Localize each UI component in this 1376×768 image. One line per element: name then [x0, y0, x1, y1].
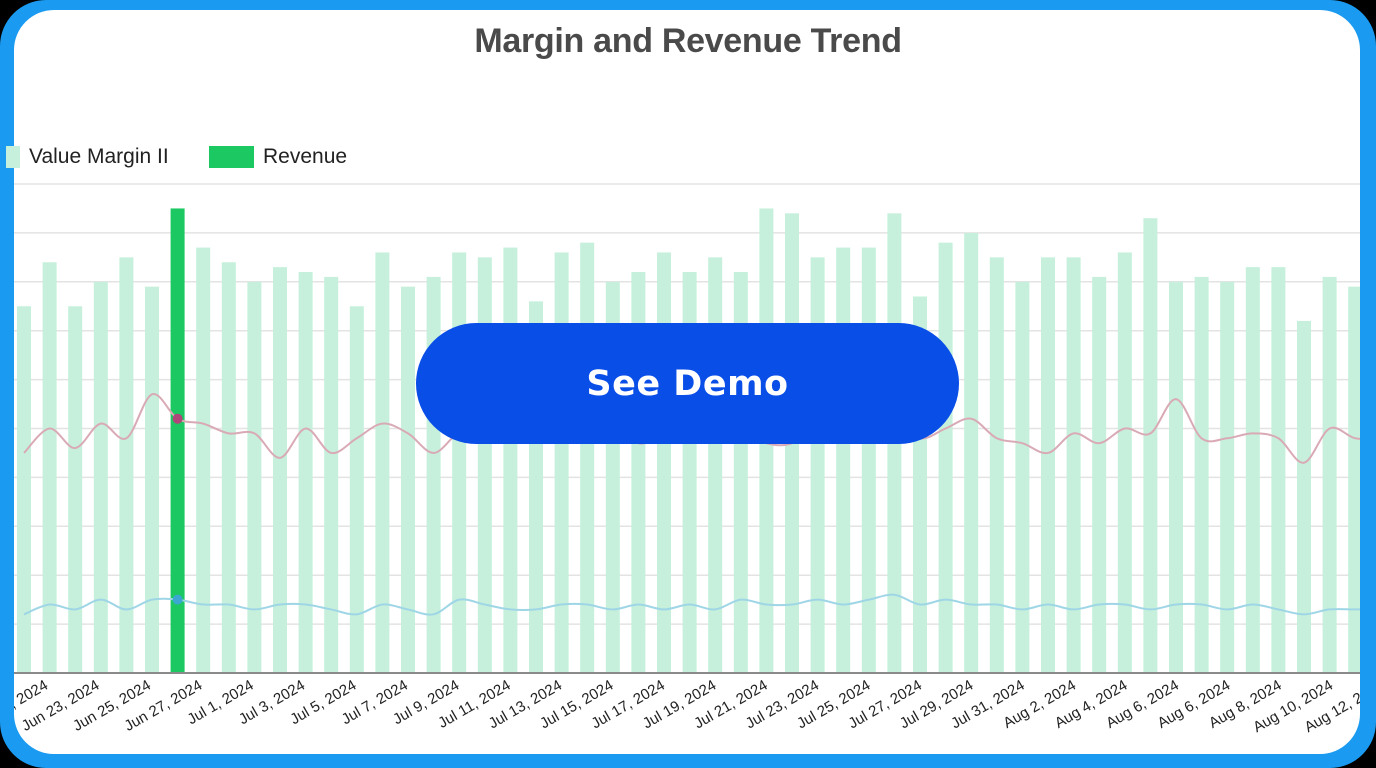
bar [298, 272, 313, 673]
legend-swatch-revenue [209, 146, 254, 168]
legend-label-revenue: Revenue [263, 145, 348, 168]
bar [247, 281, 262, 673]
bar [708, 257, 723, 673]
bar [1297, 320, 1311, 673]
bar [554, 252, 569, 673]
bar [1322, 276, 1337, 673]
bar [1015, 281, 1030, 673]
bar [17, 306, 31, 673]
bar [349, 306, 364, 673]
bar [273, 267, 287, 673]
bar [810, 257, 825, 673]
bar [989, 257, 1004, 673]
bar [1194, 276, 1209, 673]
bar [1092, 276, 1107, 673]
bar [375, 252, 390, 673]
bar [324, 276, 339, 673]
bar [1169, 281, 1183, 673]
chart-title: Margin and Revenue Trend [474, 22, 902, 60]
bar [93, 281, 108, 673]
bar [938, 242, 953, 673]
bar [452, 252, 467, 673]
bar [861, 247, 876, 673]
bar [1271, 267, 1286, 673]
bar [68, 306, 83, 673]
legend-label-value-margin: Value Margin II [29, 145, 169, 168]
bar [1066, 257, 1081, 673]
bar [119, 257, 134, 673]
bar [1220, 281, 1235, 673]
legend-swatch-value-margin [6, 146, 20, 168]
bar [580, 242, 595, 673]
highlight-point-1 [172, 413, 183, 424]
bar [836, 247, 851, 673]
bar [401, 286, 415, 673]
bar [196, 247, 211, 673]
bar [1143, 218, 1158, 674]
see-demo-button[interactable]: See Demo [416, 323, 959, 444]
bar [477, 257, 492, 673]
bar [1245, 267, 1260, 673]
bar [145, 286, 159, 673]
bar-highlighted [170, 208, 185, 673]
highlight-point-2 [172, 594, 183, 605]
bar [42, 262, 57, 673]
bar [1348, 286, 1360, 673]
bar [221, 262, 236, 673]
series-line-2 [23, 593, 1360, 616]
bar [1117, 252, 1132, 673]
bar [964, 232, 979, 673]
bar [1041, 257, 1055, 673]
